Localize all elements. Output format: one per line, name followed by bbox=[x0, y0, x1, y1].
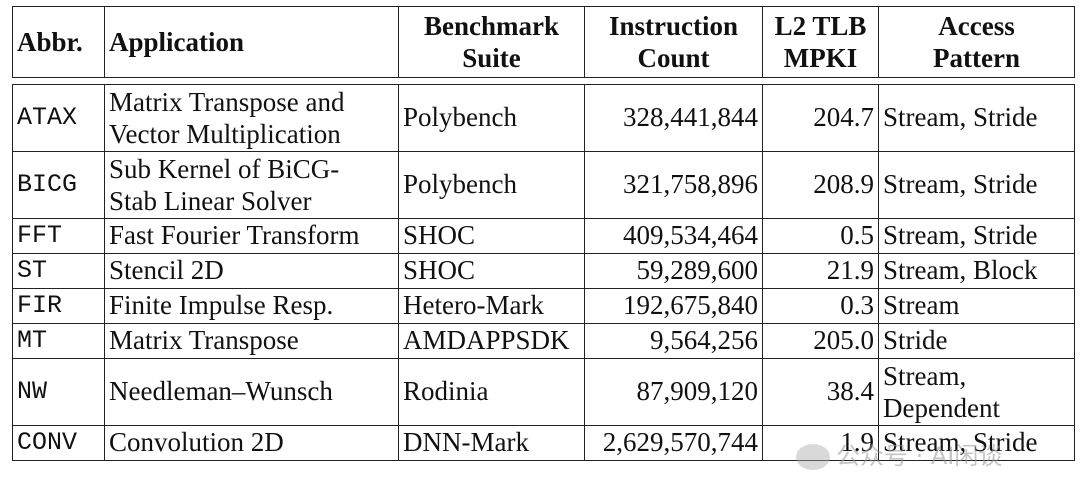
cell-suite: SHOC bbox=[398, 218, 585, 254]
cell-application: Finite Impulse Resp. bbox=[104, 288, 399, 324]
cell-mpki: 0.5 bbox=[762, 218, 879, 254]
cell-instruction-count: 87,909,120 bbox=[584, 358, 763, 426]
cell-abbr: FIR bbox=[12, 288, 105, 324]
cell-access-pattern: Stream, Dependent bbox=[878, 358, 1075, 426]
cell-access-pattern: Stream, Block bbox=[878, 253, 1075, 289]
header-instruction-count: Instruction Count bbox=[584, 6, 763, 78]
cell-instruction-count: 9,564,256 bbox=[584, 323, 763, 359]
header-access-pattern: Access Pattern bbox=[878, 6, 1075, 78]
cell-abbr: MT bbox=[12, 323, 105, 359]
cell-abbr: ATAX bbox=[12, 84, 105, 152]
cell-suite: Polybench bbox=[398, 151, 585, 219]
table-row: ST Stencil 2D SHOC 59,289,600 21.9 Strea… bbox=[12, 253, 1075, 289]
cell-abbr: ST bbox=[12, 253, 105, 289]
cell-suite: Rodinia bbox=[398, 358, 585, 426]
cell-application: Matrix Transpose bbox=[104, 323, 399, 359]
cell-application: Fast Fourier Transform bbox=[104, 218, 399, 254]
cell-application: Convolution 2D bbox=[104, 425, 399, 461]
cell-mpki: 0.3 bbox=[762, 288, 879, 324]
cell-application: Sub Kernel of BiCG- Stab Linear Solver bbox=[104, 151, 399, 219]
cell-instruction-count: 192,675,840 bbox=[584, 288, 763, 324]
table-row: FFT Fast Fourier Transform SHOC 409,534,… bbox=[12, 218, 1075, 254]
cell-abbr: NW bbox=[12, 358, 105, 426]
cell-abbr: CONV bbox=[12, 425, 105, 461]
cell-mpki: 21.9 bbox=[762, 253, 879, 289]
cell-access-pattern: Stream bbox=[878, 288, 1075, 324]
cell-access-pattern: Stream, Stride bbox=[878, 425, 1075, 461]
cell-suite: AMDAPPSDK bbox=[398, 323, 585, 359]
header-abbr: Abbr. bbox=[12, 6, 105, 78]
cell-mpki: 38.4 bbox=[762, 358, 879, 426]
cell-instruction-count: 2,629,570,744 bbox=[584, 425, 763, 461]
cell-suite: DNN-Mark bbox=[398, 425, 585, 461]
cell-instruction-count: 321,758,896 bbox=[584, 151, 763, 219]
cell-suite: SHOC bbox=[398, 253, 585, 289]
cell-abbr: BICG bbox=[12, 151, 105, 219]
cell-mpki: 208.9 bbox=[762, 151, 879, 219]
table-row: FIR Finite Impulse Resp. Hetero-Mark 192… bbox=[12, 288, 1075, 324]
cell-access-pattern: Stream, Stride bbox=[878, 151, 1075, 219]
header-benchmark-suite: Benchmark Suite bbox=[398, 6, 585, 78]
cell-suite: Hetero-Mark bbox=[398, 288, 585, 324]
header-l2-tlb-mpki: L2 TLB MPKI bbox=[762, 6, 879, 78]
table-row: MT Matrix Transpose AMDAPPSDK 9,564,256 … bbox=[12, 323, 1075, 359]
table-row: ATAX Matrix Transpose and Vector Multipli… bbox=[12, 84, 1075, 152]
header-row: Abbr. Application Benchmark Suite Instruc… bbox=[12, 6, 1075, 78]
cell-suite: Polybench bbox=[398, 84, 585, 152]
cell-instruction-count: 328,441,844 bbox=[584, 84, 763, 152]
cell-mpki: 204.7 bbox=[762, 84, 879, 152]
cell-mpki: 1.9 bbox=[762, 425, 879, 461]
cell-application: Stencil 2D bbox=[104, 253, 399, 289]
table-row: BICG Sub Kernel of BiCG- Stab Linear Solv… bbox=[12, 151, 1075, 219]
table-row: NW Needleman–Wunsch Rodinia 87,909,120 3… bbox=[12, 358, 1075, 426]
benchmark-table: Abbr. Application Benchmark Suite Instruc… bbox=[12, 6, 1075, 461]
cell-access-pattern: Stream, Stride bbox=[878, 218, 1075, 254]
cell-application: Matrix Transpose and Vector Multiplicatio… bbox=[104, 84, 399, 152]
table-row: CONV Convolution 2D DNN-Mark 2,629,570,7… bbox=[12, 425, 1075, 461]
cell-access-pattern: Stream, Stride bbox=[878, 84, 1075, 152]
cell-mpki: 205.0 bbox=[762, 323, 879, 359]
cell-instruction-count: 409,534,464 bbox=[584, 218, 763, 254]
cell-application: Needleman–Wunsch bbox=[104, 358, 399, 426]
cell-access-pattern: Stride bbox=[878, 323, 1075, 359]
header-application: Application bbox=[104, 6, 399, 78]
cell-abbr: FFT bbox=[12, 218, 105, 254]
cell-instruction-count: 59,289,600 bbox=[584, 253, 763, 289]
